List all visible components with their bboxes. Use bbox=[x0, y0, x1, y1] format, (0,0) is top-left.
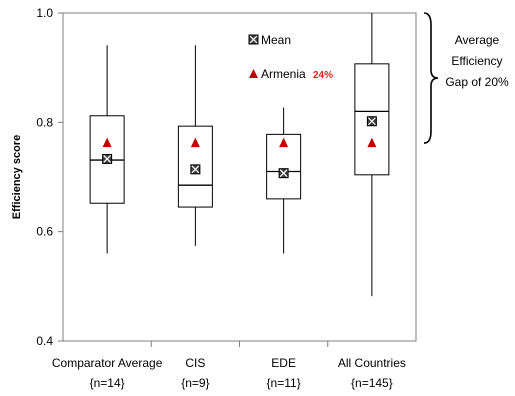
x-category-count: {n=9} bbox=[181, 376, 209, 390]
gap-annotation-line-2: Efficiency bbox=[451, 54, 502, 68]
y-tick-label: 1.0 bbox=[36, 6, 53, 20]
mean-marker-cross bbox=[103, 155, 112, 163]
armenia-marker bbox=[367, 137, 377, 148]
box-group bbox=[266, 107, 302, 254]
x-category-label: EDE bbox=[271, 356, 296, 370]
mean-marker-cross bbox=[367, 117, 376, 126]
box-group bbox=[177, 45, 213, 246]
y-tick-label: 0.4 bbox=[36, 334, 53, 348]
gap-brace bbox=[423, 12, 439, 144]
armenia-marker bbox=[102, 137, 112, 148]
x-axis: Comparator Average {n=14} CIS {n=9} EDE {n=11… bbox=[52, 341, 406, 390]
x-category-label: All Countries bbox=[338, 356, 406, 370]
x-category-count: {n=145} bbox=[351, 376, 393, 390]
y-tick-label: 0.6 bbox=[36, 225, 53, 239]
legend-mean-marker-cross bbox=[249, 35, 258, 44]
x-category-label: CIS bbox=[185, 356, 205, 370]
gap-annotation-line-3: Gap of 20% bbox=[445, 75, 509, 89]
gap-annotation-line-1: Average bbox=[455, 33, 500, 47]
x-category-count: {n=11} bbox=[267, 376, 301, 390]
armenia-marker bbox=[279, 137, 289, 148]
box-group bbox=[354, 13, 390, 297]
efficiency-gap-annotation: Average Efficiency Gap of 20% bbox=[423, 12, 509, 144]
legend-armenia-marker bbox=[249, 69, 258, 78]
box-group bbox=[89, 45, 125, 254]
mean-marker-cross bbox=[279, 169, 288, 178]
y-axis: 0.4 0.6 0.8 1.0 bbox=[36, 6, 63, 348]
legend-mean-label: Mean bbox=[261, 33, 291, 47]
legend: Mean Armenia 24% bbox=[248, 33, 333, 81]
x-category-count: {n=14} bbox=[90, 376, 125, 390]
mean-marker-cross bbox=[191, 165, 200, 174]
legend-armenia-label: Armenia bbox=[261, 67, 306, 81]
box-series bbox=[89, 13, 390, 297]
armenia-marker bbox=[190, 137, 200, 148]
legend-armenia-value: 24% bbox=[313, 70, 333, 81]
y-tick-label: 0.8 bbox=[36, 115, 53, 129]
y-axis-label: Efficiency score bbox=[11, 135, 23, 219]
x-category-label: Comparator Average bbox=[52, 356, 163, 370]
